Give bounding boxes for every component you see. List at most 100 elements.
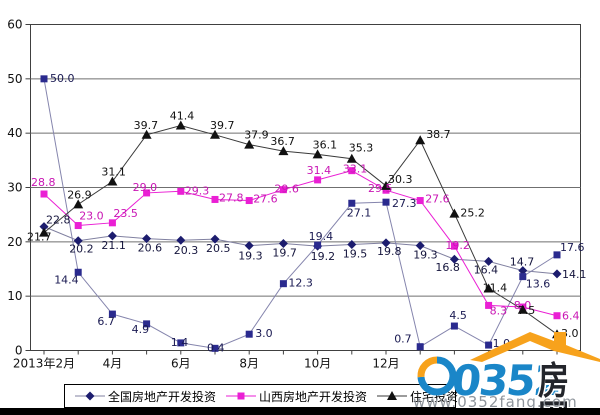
series-national-marker xyxy=(381,238,391,248)
series-shanxi-marker xyxy=(485,301,493,309)
data-label: 4.9 xyxy=(132,323,150,336)
data-label: 30.3 xyxy=(388,173,413,186)
data-label: 50.0 xyxy=(50,72,75,85)
data-label: 20.3 xyxy=(174,244,199,257)
series-unlabeled-marker xyxy=(108,310,116,318)
data-label: 12.3 xyxy=(288,277,313,290)
series-unlabeled-marker xyxy=(143,320,151,328)
watermark-roof-icon xyxy=(470,332,600,362)
series-unlabeled-marker xyxy=(245,330,253,338)
data-label: 11.4 xyxy=(483,282,508,295)
series-national-marker xyxy=(107,231,117,241)
series-residential-marker xyxy=(244,139,255,149)
series-residential xyxy=(39,120,562,339)
diamond-glyph xyxy=(85,391,95,401)
data-label: 22.8 xyxy=(46,214,71,227)
series-shanxi-marker xyxy=(416,197,424,205)
series-shanxi-marker xyxy=(108,219,116,227)
series-residential-marker xyxy=(517,304,528,314)
legend-item-shanxi: 山西房地产开发投资 xyxy=(226,388,367,405)
series-residential-line xyxy=(43,125,558,335)
series-unlabeled-marker xyxy=(211,344,219,352)
series-unlabeled xyxy=(40,75,561,352)
y-tick-label: 40 xyxy=(7,126,22,140)
legend: 全国房地产开发投资 山西房地产开发投资 住宅投资 xyxy=(64,384,458,408)
data-label: 0.7 xyxy=(394,333,412,346)
data-label: 19.4 xyxy=(309,230,334,243)
series-shanxi-marker xyxy=(348,167,356,175)
series-unlabeled-marker xyxy=(279,280,287,288)
data-label: 33.1 xyxy=(343,163,368,176)
series-unlabeled-line xyxy=(43,78,558,349)
data-label: 27.3 xyxy=(392,197,417,210)
data-label: 36.1 xyxy=(313,138,338,151)
triangle-glyph xyxy=(387,391,398,400)
data-label: 20.5 xyxy=(206,242,231,255)
data-label: 29.3 xyxy=(185,184,210,197)
data-label: 23.5 xyxy=(113,207,137,220)
data-label: 28.8 xyxy=(31,176,56,189)
data-label: 16.8 xyxy=(435,261,460,274)
data-label: 38.7 xyxy=(426,128,451,141)
series-national-marker xyxy=(176,235,186,245)
diamond-marker-icon xyxy=(75,391,105,401)
data-label: 29.0 xyxy=(133,181,158,194)
series-unlabeled-marker xyxy=(519,273,527,281)
series-national-marker xyxy=(518,266,528,276)
x-tick-label: 4月 xyxy=(103,357,123,371)
series-unlabeled-marker xyxy=(382,198,390,206)
data-label: 8.0 xyxy=(514,299,532,312)
series-unlabeled-marker xyxy=(553,251,561,259)
data-label: 20.6 xyxy=(138,242,163,255)
series-shanxi-marker xyxy=(40,190,48,198)
series-unlabeled-marker xyxy=(74,268,82,276)
data-label: 27.6 xyxy=(425,193,450,206)
x-tick-label: 6月 xyxy=(171,357,191,371)
data-label: 35.3 xyxy=(349,142,374,155)
data-label: 39.7 xyxy=(210,119,235,132)
data-label: 27.8 xyxy=(219,191,244,204)
data-label: 25.2 xyxy=(460,207,485,220)
series-shanxi xyxy=(40,167,561,320)
series-national-marker xyxy=(347,240,357,250)
data-label: 29.5 xyxy=(368,182,393,195)
data-label: 6.4 xyxy=(562,310,580,323)
data-label: 37.9 xyxy=(244,129,269,142)
series-residential-marker xyxy=(39,227,49,237)
data-label: 19.7 xyxy=(272,246,297,259)
series-shanxi-marker xyxy=(279,186,287,194)
y-tick-label: 50 xyxy=(7,72,22,86)
y-tick-label: 10 xyxy=(7,289,22,303)
series-unlabeled-marker xyxy=(450,322,458,330)
series-unlabeled-marker xyxy=(485,341,493,349)
series-national-marker xyxy=(39,222,49,232)
data-label: 19.3 xyxy=(413,249,438,262)
series-national-marker xyxy=(484,256,494,266)
bottom-black-bar xyxy=(0,408,600,415)
data-label: 27.1 xyxy=(347,206,372,219)
data-label: 19.2 xyxy=(445,239,470,252)
legend-label: 全国房地产开发投资 xyxy=(108,389,217,404)
data-label: 14.4 xyxy=(54,273,78,286)
data-label: 29.6 xyxy=(274,183,299,196)
x-tick-label: 8月 xyxy=(239,357,259,371)
data-label: 31.1 xyxy=(101,166,126,179)
series-national-marker xyxy=(210,234,220,244)
triangle-marker-icon xyxy=(377,391,408,400)
x-tick-label: 2013年2月 xyxy=(13,357,75,371)
data-label: 14.7 xyxy=(510,256,535,269)
data-label: 19.3 xyxy=(238,250,263,263)
series-national-line xyxy=(43,226,558,275)
data-label: 8.3 xyxy=(490,304,508,317)
series-shanxi-marker xyxy=(143,189,151,197)
series-residential-marker xyxy=(107,176,118,186)
series-national-marker xyxy=(278,238,288,248)
y-tick-label: 60 xyxy=(7,18,22,32)
square-marker-icon xyxy=(226,392,257,400)
series-unlabeled-marker xyxy=(177,339,185,347)
series-residential-marker xyxy=(449,208,460,218)
data-label: 21.1 xyxy=(101,239,126,252)
series-shanxi-marker xyxy=(211,195,219,203)
